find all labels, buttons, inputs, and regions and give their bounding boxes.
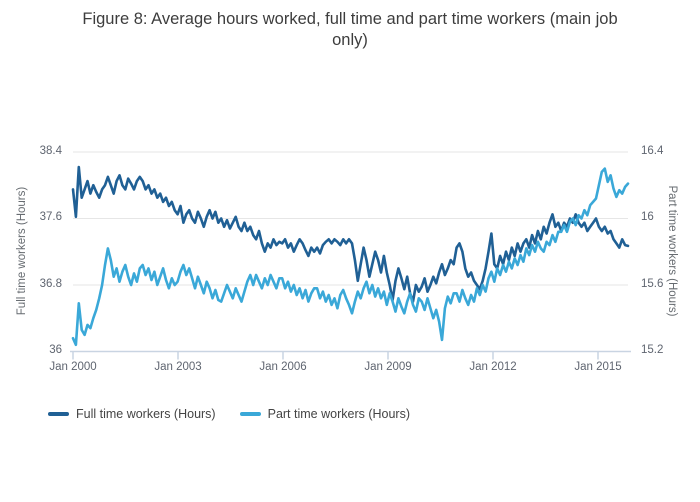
right-ytick-16-4: 16.4 [641, 145, 664, 157]
right-ytick-16: 16 [641, 211, 654, 223]
right-ytick-15-6: 15.6 [641, 278, 664, 290]
chart-title: Figure 8: Average hours worked, full tim… [0, 9, 700, 51]
xtick-jan-2009: Jan 2009 [364, 361, 412, 373]
chart-title-line1: Figure 8: Average hours worked, full tim… [82, 10, 618, 28]
part-time-swatch-icon [239, 412, 261, 416]
xtick-jan-2006: Jan 2006 [259, 361, 307, 373]
xtick-jan-2012: Jan 2012 [469, 361, 517, 373]
legend-label-part-time: Part time workers (Hours) [267, 407, 410, 421]
legend-item-full-time[interactable]: Full time workers (Hours) [48, 407, 216, 421]
right-ytick-15-2: 15.2 [641, 344, 664, 356]
xtick-jan-2015: Jan 2015 [574, 361, 622, 373]
left-ytick-36: 36 [49, 344, 62, 356]
legend-label-full-time: Full time workers (Hours) [76, 407, 216, 421]
full-time-line[interactable] [71, 165, 630, 303]
xtick-jan-2003: Jan 2003 [154, 361, 202, 373]
left-ytick-36-8: 36.8 [39, 278, 62, 290]
chart-title-line2: only) [332, 31, 368, 49]
legend-item-part-time[interactable]: Part time workers (Hours) [239, 407, 410, 421]
xtick-jan-2000: Jan 2000 [49, 361, 97, 373]
full-time-swatch-icon [48, 412, 69, 416]
part-time-line[interactable] [71, 167, 630, 347]
left-ytick-37-6: 37.6 [39, 211, 62, 223]
legend: Full time workers (Hours) Part time work… [48, 407, 410, 421]
left-ytick-38-4: 38.4 [39, 145, 62, 157]
